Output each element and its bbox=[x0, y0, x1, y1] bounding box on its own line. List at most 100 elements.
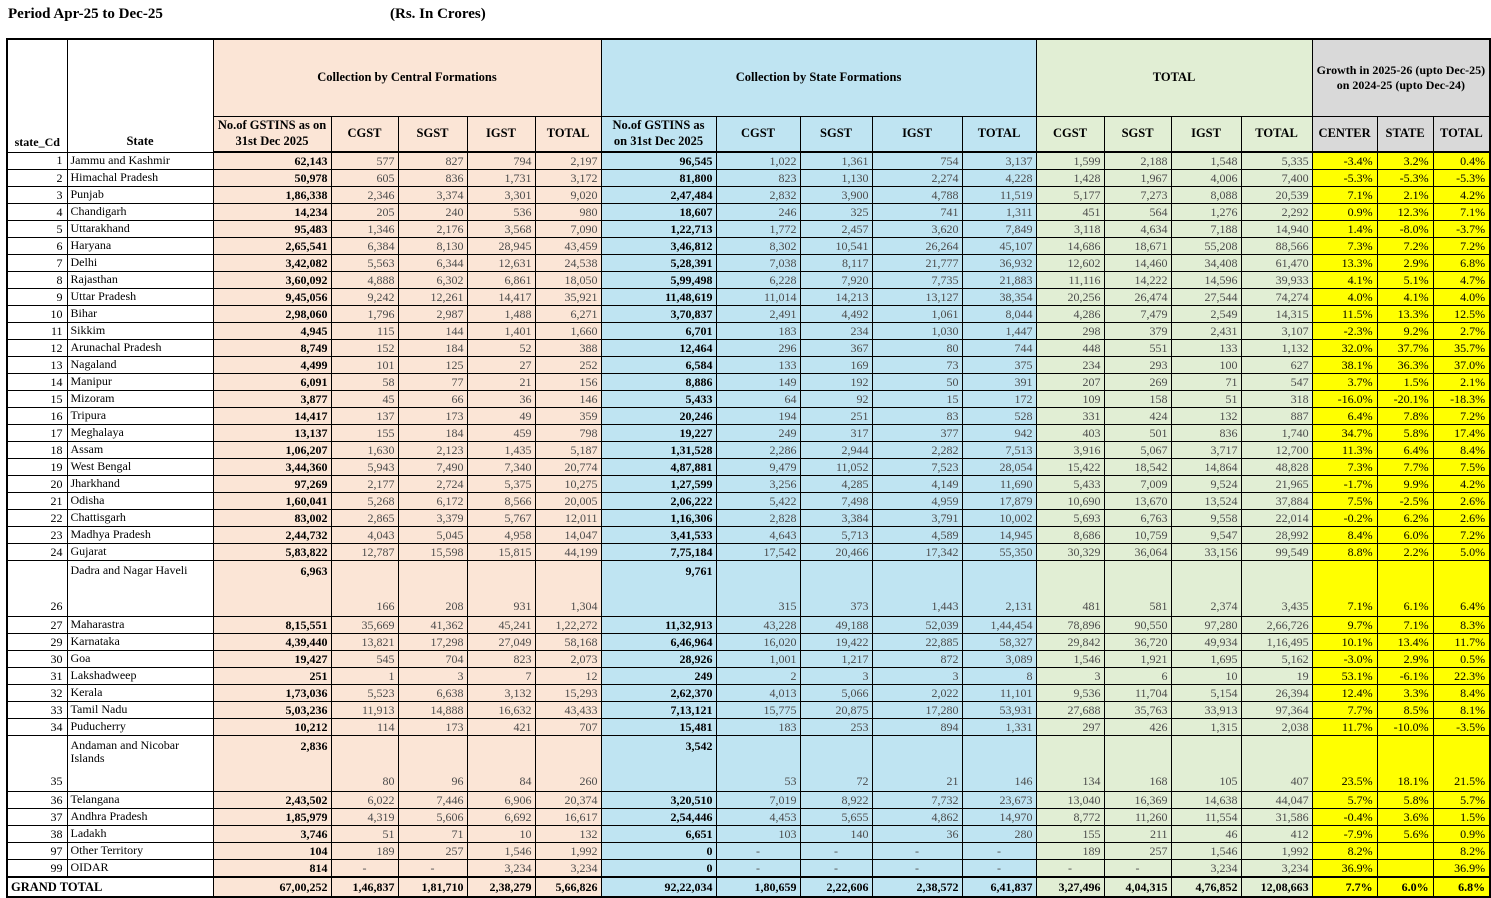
total-total-cell: 44,047 bbox=[1240, 791, 1313, 809]
total-cgst-cell: 297 bbox=[1035, 718, 1105, 736]
state-row: 19 West Bengal 3,44,360 5,943 7,490 7,340 20,7… bbox=[6, 458, 1491, 476]
central-total-cell: 1,992 bbox=[534, 842, 602, 860]
central-total-cell: 20,774 bbox=[534, 458, 602, 476]
growth-center-cell: 4.1% bbox=[1311, 271, 1378, 289]
growth-state-cell: 12.3% bbox=[1376, 203, 1434, 221]
central-total-cell: 6,271 bbox=[534, 305, 602, 323]
growth-total-cell: 12.5% bbox=[1432, 305, 1491, 323]
stateF-gstins-cell: 6,46,964 bbox=[600, 633, 717, 651]
central-sgst-cell: 3 bbox=[397, 667, 468, 685]
stateF-sgst-cell: 3,384 bbox=[799, 509, 873, 527]
central-sgst-cell: 173 bbox=[397, 407, 468, 425]
stateF-gstins-cell: 5,99,498 bbox=[600, 271, 717, 289]
total-cgst-cell: 1,599 bbox=[1035, 151, 1105, 170]
total-cgst-cell: 29,842 bbox=[1035, 633, 1105, 651]
central-sgst-cell: 2,724 bbox=[397, 475, 468, 493]
stateF-gstins-cell: 2,62,370 bbox=[600, 684, 717, 702]
stateF-total-cell: 2,131 bbox=[961, 560, 1037, 617]
central-sgst-cell: 6,344 bbox=[397, 254, 468, 272]
state-name-cell: Arunachal Pradesh bbox=[66, 339, 214, 357]
central-total-cell: 707 bbox=[534, 718, 602, 736]
stateF-gstins-cell: 15,481 bbox=[600, 718, 717, 736]
state-code-cell: 22 bbox=[6, 509, 68, 527]
stateF-cgst-cell: 183 bbox=[715, 718, 801, 736]
stateF-cgst-cell: 11,014 bbox=[715, 288, 801, 306]
total-cgst-cell: 207 bbox=[1035, 373, 1105, 391]
stateF-gstins-cell: 6,651 bbox=[600, 825, 717, 843]
total-sgst-cell: 90,550 bbox=[1103, 616, 1172, 634]
central-gstins-cell: 814 bbox=[212, 859, 332, 878]
central-sgst-cell: 15,598 bbox=[397, 543, 468, 561]
growth-state-cell: -20.1% bbox=[1376, 390, 1434, 408]
stateF-gstins-cell: 3,542 bbox=[600, 735, 717, 792]
growth-center-cell: -3.4% bbox=[1311, 151, 1378, 170]
central-total-cell: 12 bbox=[534, 667, 602, 685]
central-igst-cell: 3,568 bbox=[466, 220, 536, 238]
stateF-total-cell: 146 bbox=[961, 735, 1037, 792]
central-gstins-cell: 67,00,252 bbox=[212, 876, 332, 898]
central-cgst-cell: 13,821 bbox=[330, 633, 399, 651]
central-cgst-cell: 115 bbox=[330, 322, 399, 340]
stateF-cgst-cell: 315 bbox=[715, 560, 801, 617]
stateF-igst-cell: 741 bbox=[871, 203, 963, 221]
stateF-cgst-cell: 53 bbox=[715, 735, 801, 792]
stateF-sgst-cell: 367 bbox=[799, 339, 873, 357]
state-code-cell: 2 bbox=[6, 169, 68, 187]
stateF-gstins-cell: 249 bbox=[600, 667, 717, 685]
total-sgst-cell: 4,04,315 bbox=[1103, 876, 1172, 898]
total-sgst-cell: 1,967 bbox=[1103, 169, 1172, 187]
state-code-cell: 26 bbox=[6, 560, 68, 617]
stateF-sgst-cell: 8,922 bbox=[799, 791, 873, 809]
central-cgst-cell: 545 bbox=[330, 650, 399, 668]
state-row: 22 Chattisgarh 83,002 2,865 3,379 5,767 12,011… bbox=[6, 509, 1491, 527]
stateF-sgst-cell: 19,422 bbox=[799, 633, 873, 651]
state-name-cell: Assam bbox=[66, 441, 214, 459]
stateF-total-cell: 1,331 bbox=[961, 718, 1037, 736]
total-sgst-cell: 18,542 bbox=[1103, 458, 1172, 476]
state-row: 9 Uttar Pradesh 9,45,056 9,242 12,261 14,417 3… bbox=[6, 288, 1491, 306]
total-cgst-cell: 5,433 bbox=[1035, 475, 1105, 493]
state-row: 36 Telangana 2,43,502 6,022 7,446 6,906 20,374… bbox=[6, 791, 1491, 809]
central-igst-cell: 6,906 bbox=[466, 791, 536, 809]
state-name-cell: Puducherry bbox=[66, 718, 214, 736]
total-cgst-cell: 14,686 bbox=[1035, 237, 1105, 255]
central-cgst-cell: 6,384 bbox=[330, 237, 399, 255]
state-row: 29 Karnataka 4,39,440 13,821 17,298 27,049 58,… bbox=[6, 633, 1491, 651]
growth-state-cell: 9.2% bbox=[1376, 322, 1434, 340]
growth-center-cell: 38.1% bbox=[1311, 356, 1378, 374]
stateF-total-cell: 38,354 bbox=[961, 288, 1037, 306]
stateF-cgst-cell: 1,022 bbox=[715, 151, 801, 170]
growth-total-cell: 2.7% bbox=[1432, 322, 1491, 340]
total-sgst-cell: 424 bbox=[1103, 407, 1172, 425]
central-sgst-cell: 208 bbox=[397, 560, 468, 617]
state-code-cell: 6 bbox=[6, 237, 68, 255]
stateF-igst-cell: 4,959 bbox=[871, 492, 963, 510]
growth-center-cell: 9.7% bbox=[1311, 616, 1378, 634]
stateF-cgst-cell: 5,422 bbox=[715, 492, 801, 510]
central-sgst-cell: 77 bbox=[397, 373, 468, 391]
stateF-sgst-cell: 317 bbox=[799, 424, 873, 442]
total-total-cell: 74,274 bbox=[1240, 288, 1313, 306]
total-sgst-cell: 2,188 bbox=[1103, 151, 1172, 170]
total-total-cell: 99,549 bbox=[1240, 543, 1313, 561]
central-cgst-cell: 4,319 bbox=[330, 808, 399, 826]
stateF-cgst-cell: 2,832 bbox=[715, 186, 801, 204]
total-total-cell: 88,566 bbox=[1240, 237, 1313, 255]
central-igst-cell: 6,692 bbox=[466, 808, 536, 826]
growth-center-cell: 36.9% bbox=[1311, 859, 1378, 878]
central-igst-cell: 84 bbox=[466, 735, 536, 792]
central-cgst-cell: 6,022 bbox=[330, 791, 399, 809]
central-igst-cell: 6,861 bbox=[466, 271, 536, 289]
stateF-cgst-cell: 15,775 bbox=[715, 701, 801, 719]
stateF-sgst-cell: - bbox=[799, 859, 873, 878]
stateF-gstins-cell: 7,13,121 bbox=[600, 701, 717, 719]
total-cgst-cell: 298 bbox=[1035, 322, 1105, 340]
total-total-cell: 12,08,663 bbox=[1240, 876, 1313, 898]
state-code-cell: 11 bbox=[6, 322, 68, 340]
central-gstins-cell: 2,44,732 bbox=[212, 526, 332, 544]
growth-total-header: TOTAL bbox=[1432, 116, 1491, 153]
state-code-cell: 7 bbox=[6, 254, 68, 272]
table-header: state_Cd State Collection by Central For… bbox=[6, 38, 1491, 153]
column-header-row: No.of GSTINS as on 31st Dec 2025 CGST SG… bbox=[7, 116, 1491, 153]
state-name-cell: Dadra and Nagar Haveli bbox=[66, 560, 214, 617]
